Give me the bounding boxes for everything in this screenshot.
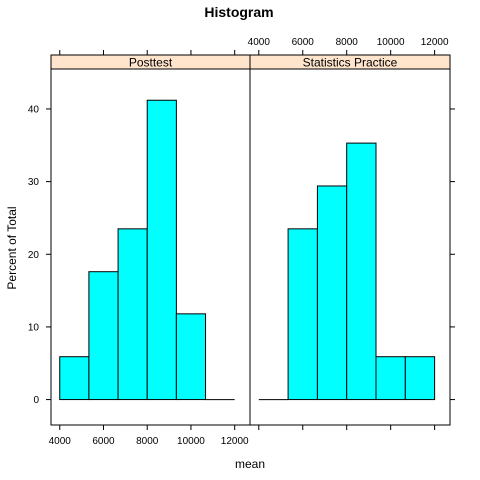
y-tick-label: 40	[28, 104, 40, 115]
x-tick-label: 12000	[421, 37, 449, 48]
histogram-bar	[88, 271, 119, 401]
histogram-bar	[117, 228, 148, 401]
histogram-bar	[316, 185, 348, 401]
histogram-bar	[146, 99, 177, 401]
chart-title: Histogram	[204, 4, 273, 20]
panel-1: Posttest 4000 6000 8000 10000 12000 0 10 20 30 40	[28, 50, 251, 447]
histogram-bar	[375, 356, 406, 401]
histogram-bar	[59, 356, 90, 401]
y-tick-label: 20	[28, 250, 40, 261]
histogram-bar	[287, 228, 318, 401]
y-tick-label: 10	[28, 322, 40, 333]
panel-strip	[249, 54, 451, 70]
panel-strip-label: Statistics Practice	[303, 56, 398, 70]
x-tick-label: 6000	[92, 436, 115, 447]
y-axis-label: Percent of Total	[5, 206, 19, 289]
x-tick-label: 8000	[136, 436, 159, 447]
x-tick-label: 12000	[221, 436, 249, 447]
x-tick-label: 8000	[336, 37, 359, 48]
x-tick-label: 10000	[377, 37, 405, 48]
x-axis-label: mean	[235, 457, 265, 471]
histogram-bar	[346, 142, 377, 401]
y-tick-label: 0	[33, 395, 39, 406]
panels-group: Posttest 4000 6000 8000 10000 12000 0 10 20 30 40 S…	[28, 37, 455, 447]
panel-2: Statistics Practice 4000 6000 8000 10000 1200…	[248, 37, 455, 430]
histogram-bar	[404, 356, 436, 401]
histogram-bar	[175, 313, 207, 401]
x-tick-label: 4000	[49, 436, 72, 447]
x-tick-label: 10000	[177, 436, 205, 447]
y-tick-label: 30	[28, 177, 40, 188]
x-tick-label: 4000	[248, 37, 271, 48]
x-tick-label: 6000	[292, 37, 315, 48]
panel-strip-label: Posttest	[129, 56, 173, 70]
